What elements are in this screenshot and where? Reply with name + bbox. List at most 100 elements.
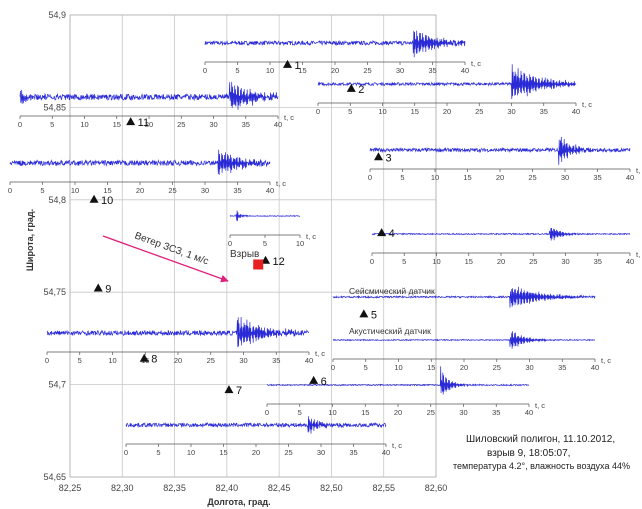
time-axis-label: t, с: [306, 232, 316, 241]
time-tick-label: 25: [529, 257, 537, 266]
time-tick-label: 0: [45, 356, 49, 365]
time-tick-label: 15: [427, 363, 435, 372]
time-tick-label: 5: [364, 363, 368, 372]
station-label: 5: [371, 309, 377, 321]
x-tick-label: 82,60: [425, 483, 448, 493]
time-axis-label: t, с: [392, 441, 402, 450]
y-tick-label: 54,65: [43, 472, 66, 482]
seismogram-trace: [371, 227, 631, 241]
time-tick-label: 35: [242, 120, 250, 129]
time-tick-label: 5: [78, 356, 82, 365]
time-tick-label: 10: [266, 66, 274, 75]
seismogram-panel: [332, 286, 596, 308]
station-marker-icon: [359, 309, 369, 318]
station-label: 7: [236, 385, 242, 397]
time-tick-label: 35: [349, 448, 357, 457]
x-tick-label: 82,40: [216, 483, 239, 493]
time-tick-label: 40: [626, 257, 634, 266]
time-tick-label: 15: [113, 120, 121, 129]
time-tick-label: 30: [317, 448, 325, 457]
time-tick-label: 40: [274, 120, 282, 129]
time-axis-label: t, с: [535, 401, 545, 410]
seismic-sensor-label: Сейсмический датчик: [349, 286, 435, 296]
time-tick-label: 5: [348, 107, 352, 116]
station-label: 4: [389, 228, 395, 240]
time-tick-label: 30: [561, 173, 569, 182]
time-tick-label: 0: [370, 257, 374, 266]
station-label: 2: [358, 84, 364, 96]
time-tick-label: 30: [459, 408, 467, 417]
seismogram-panel: 0 5 10t, с: [228, 210, 316, 248]
time-tick-label: 15: [361, 408, 369, 417]
map-grid: [69, 14, 437, 478]
seismogram-trace: [229, 210, 301, 222]
time-tick-label: 30: [239, 356, 247, 365]
time-tick-label: 0: [228, 239, 232, 248]
time-tick-label: 15: [411, 107, 419, 116]
time-tick-label: 40: [626, 173, 634, 182]
seismogram-trace: [9, 149, 271, 175]
time-tick-label: 10: [328, 408, 336, 417]
time-tick-label: 20: [496, 173, 504, 182]
time-tick-label: 10: [71, 186, 79, 195]
time-tick-label: 0: [124, 448, 128, 457]
time-tick-label: 30: [507, 107, 515, 116]
caption-line-3: температура 4.2°, влажность воздуха 44%: [453, 461, 630, 471]
time-tick-label: 0: [265, 408, 269, 417]
wind-arrow-icon: [102, 235, 229, 283]
wind-label: Ветер ЗСЗ, 1 м/с: [133, 230, 210, 267]
station-marker-icon: [126, 117, 136, 126]
y-tick-label: 54,85: [43, 102, 66, 112]
time-tick-label: 25: [177, 120, 185, 129]
time-tick-label: 30: [561, 257, 569, 266]
x-tick-label: 82,50: [320, 483, 343, 493]
time-tick-label: 40: [572, 107, 580, 116]
station-label: 3: [385, 152, 391, 164]
time-tick-label: 40: [382, 448, 390, 457]
time-tick-label: 10: [187, 448, 195, 457]
station-label: 11: [138, 117, 149, 129]
time-tick-label: 15: [298, 66, 306, 75]
caption-line-2: взрыв 9, 18:05:07,: [487, 448, 570, 459]
x-tick-label: 82,45: [268, 483, 291, 493]
station-marker-icon: [309, 375, 319, 384]
time-tick-label: 5: [298, 408, 302, 417]
time-tick-label: 10: [296, 239, 304, 248]
time-tick-label: 15: [103, 186, 111, 195]
time-tick-label: 25: [475, 107, 483, 116]
seismogram-trace: [19, 81, 279, 110]
station-marker-icon: [373, 152, 383, 161]
time-axis-label: t, с: [636, 166, 642, 175]
seismogram-trace: [332, 286, 596, 308]
time-tick-label: 5: [402, 257, 406, 266]
time-tick-label: 35: [594, 257, 602, 266]
seismogram-trace: [46, 316, 310, 348]
x-tick-label: 82,55: [372, 483, 395, 493]
time-tick-label: 35: [428, 66, 436, 75]
time-tick-label: 0: [331, 363, 335, 372]
time-tick-label: 40: [591, 363, 599, 372]
time-tick-label: 25: [363, 66, 371, 75]
time-tick-label: 5: [50, 120, 54, 129]
time-tick-label: 20: [331, 66, 339, 75]
time-tick-label: 5: [156, 448, 160, 457]
y-axis-label: Широта, град.: [25, 209, 35, 271]
station-marker-icon: [89, 194, 99, 203]
time-tick-label: 10: [378, 107, 386, 116]
seismogram-trace: [369, 136, 631, 165]
time-tick-label: 25: [528, 173, 536, 182]
time-tick-label: 5: [263, 239, 267, 248]
x-tick-label: 82,35: [163, 483, 186, 493]
time-axis-label: t, с: [582, 100, 592, 109]
time-tick-label: 40: [461, 66, 469, 75]
time-tick-label: 40: [525, 408, 533, 417]
time-tick-label: 20: [497, 257, 505, 266]
time-tick-label: 10: [394, 363, 402, 372]
station-marker-icon: [346, 83, 356, 92]
time-tick-label: 15: [465, 257, 473, 266]
time-tick-label: 5: [400, 173, 404, 182]
